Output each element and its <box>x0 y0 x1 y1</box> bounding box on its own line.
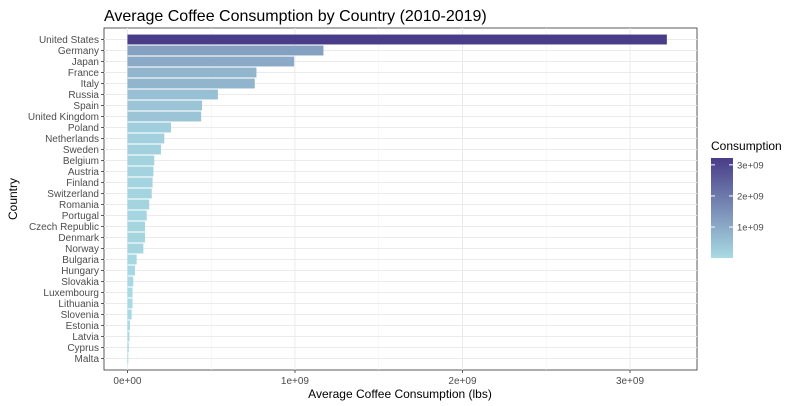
legend-colorbar <box>711 158 733 258</box>
bar <box>127 34 667 45</box>
legend-tick-label: 3e+09 <box>737 160 764 171</box>
y-tick-label: Sweden <box>63 145 99 156</box>
y-tick-label: Romania <box>59 200 99 211</box>
bar <box>127 111 202 122</box>
bar <box>127 188 152 199</box>
legend: Consumption 1e+09 2e+09 3e+09 <box>711 139 782 258</box>
bar <box>127 210 147 221</box>
y-tick-label: Netherlands <box>45 134 99 145</box>
bar <box>127 155 155 166</box>
x-tick-label: 2e+09 <box>448 376 477 387</box>
y-tick-label: Cyprus <box>67 343 99 354</box>
y-tick-label: Malta <box>75 354 100 365</box>
y-tick-label: United States <box>39 35 99 46</box>
y-tick-label: Estonia <box>66 321 100 332</box>
y-tick-label: Switzerland <box>47 189 99 200</box>
bar <box>127 320 130 331</box>
bar <box>127 122 172 133</box>
bar <box>127 298 133 309</box>
bar <box>127 232 146 243</box>
x-tick-label: 1e+09 <box>281 376 310 387</box>
bar <box>127 331 130 342</box>
y-tick-label: Hungary <box>61 266 99 277</box>
y-tick-label: Austria <box>68 167 100 178</box>
x-tick-label: 0e+00 <box>113 376 142 387</box>
bar <box>127 221 146 232</box>
bar <box>127 133 165 144</box>
bar <box>127 287 133 298</box>
y-tick-label: Denmark <box>58 233 100 244</box>
y-axis-title: Country <box>6 178 20 220</box>
y-tick-label: Slovakia <box>61 277 99 288</box>
y-tick-label: Portugal <box>62 211 99 222</box>
bar <box>127 45 324 56</box>
bar <box>127 78 255 89</box>
bar <box>127 342 129 353</box>
y-tick-label: Finland <box>66 178 99 189</box>
bar <box>127 243 144 254</box>
bar <box>127 177 153 188</box>
y-tick-label: Slovenia <box>61 310 100 321</box>
legend-tick-label: 1e+09 <box>737 223 764 234</box>
y-tick-label: Russia <box>68 90 99 101</box>
y-tick-label: Czech Republic <box>29 222 99 233</box>
y-tick-label: Japan <box>72 57 99 68</box>
bar <box>127 276 134 287</box>
y-tick-label: Spain <box>73 101 99 112</box>
x-tick-labels: 0e+00 1e+09 2e+09 3e+09 <box>113 370 644 387</box>
y-tick-label: Italy <box>81 79 99 90</box>
y-tick-label: Poland <box>68 123 99 134</box>
bar <box>127 199 150 210</box>
y-tick-label: Germany <box>58 46 99 57</box>
y-tick-label: Latvia <box>72 332 99 343</box>
bar <box>127 67 257 78</box>
y-tick-label: Belgium <box>63 156 99 167</box>
y-tick-labels: United StatesGermanyJapanFranceItalyRuss… <box>28 35 104 365</box>
bars <box>127 34 667 364</box>
bar <box>127 254 137 265</box>
bar <box>127 353 129 364</box>
y-tick-label: Norway <box>65 244 99 255</box>
bar <box>127 166 154 177</box>
bar <box>127 89 218 100</box>
bar <box>127 144 161 155</box>
y-tick-label: Lithuania <box>58 299 99 310</box>
x-tick-label: 3e+09 <box>616 376 645 387</box>
bar <box>127 56 295 67</box>
y-tick-label: Bulgaria <box>62 255 99 266</box>
legend-title: Consumption <box>711 139 782 153</box>
bar <box>127 309 132 320</box>
chart-title: Average Coffee Consumption by Country (2… <box>104 8 487 25</box>
bar <box>127 100 202 111</box>
y-tick-label: United Kingdom <box>28 112 99 123</box>
legend-ticks: 1e+09 2e+09 3e+09 <box>711 160 764 234</box>
x-axis-title: Average Coffee Consumption (lbs) <box>308 387 492 401</box>
bar <box>127 265 135 276</box>
legend-tick-label: 2e+09 <box>737 191 764 202</box>
y-tick-label: Luxembourg <box>43 288 99 299</box>
y-tick-label: France <box>68 68 100 79</box>
